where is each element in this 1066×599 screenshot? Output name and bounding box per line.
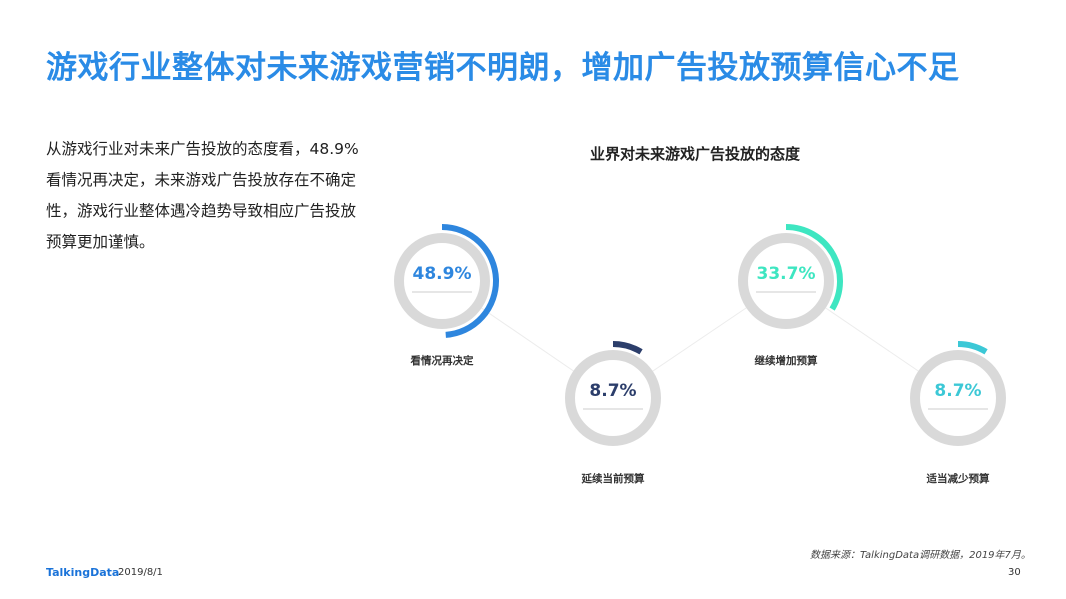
donut-track [394, 233, 490, 329]
chart-title: 业界对未来游戏广告投放的态度 [590, 145, 801, 163]
donut-value-label: 8.7% [589, 381, 636, 401]
donut-item: 8.7% 适当减少预算 [910, 341, 1006, 485]
donut-item: 48.9% 看情况再决定 [394, 224, 499, 367]
donut-track [565, 350, 661, 446]
donut-backdrop [394, 233, 490, 329]
donut-backdrop [565, 350, 661, 446]
connector-line [441, 280, 959, 399]
donut-track [910, 350, 1006, 446]
talkingdata-logo: TalkingData [46, 566, 120, 579]
footer-date: 2019/8/1 [118, 567, 163, 578]
donut-track [738, 233, 834, 329]
donut-item: 33.7% 继续增加预算 [738, 224, 843, 367]
donut-item: 8.7% 延续当前预算 [565, 341, 661, 485]
donut-value-label: 48.9% [413, 264, 472, 284]
donut-category-label: 继续增加预算 [755, 354, 818, 367]
donut-value-arc [612, 341, 643, 355]
description-text: 从游戏行业对未来广告投放的态度看，48.9%看情况再决定，未来游戏广告投放存在不… [46, 140, 359, 251]
donut-category-label: 延续当前预算 [581, 472, 645, 485]
donut-value-arc [441, 224, 499, 338]
page-number: 30 [1008, 567, 1021, 578]
donut-category-label: 看情况再决定 [411, 354, 474, 367]
page-title: 游戏行业整体对未来游戏营销不明朗，增加广告投放预算信心不足 [46, 50, 960, 86]
donut-value-label: 8.7% [934, 381, 981, 401]
donut-backdrop [910, 350, 1006, 446]
donut-value-label: 33.7% [757, 264, 816, 284]
donut-backdrop [738, 233, 834, 329]
data-source: 数据来源：TalkingData调研数据，2019年7月。 [810, 550, 1031, 561]
donut-category-label: 适当减少预算 [927, 472, 990, 485]
donut-value-arc [957, 341, 988, 355]
donut-value-arc [785, 224, 843, 311]
